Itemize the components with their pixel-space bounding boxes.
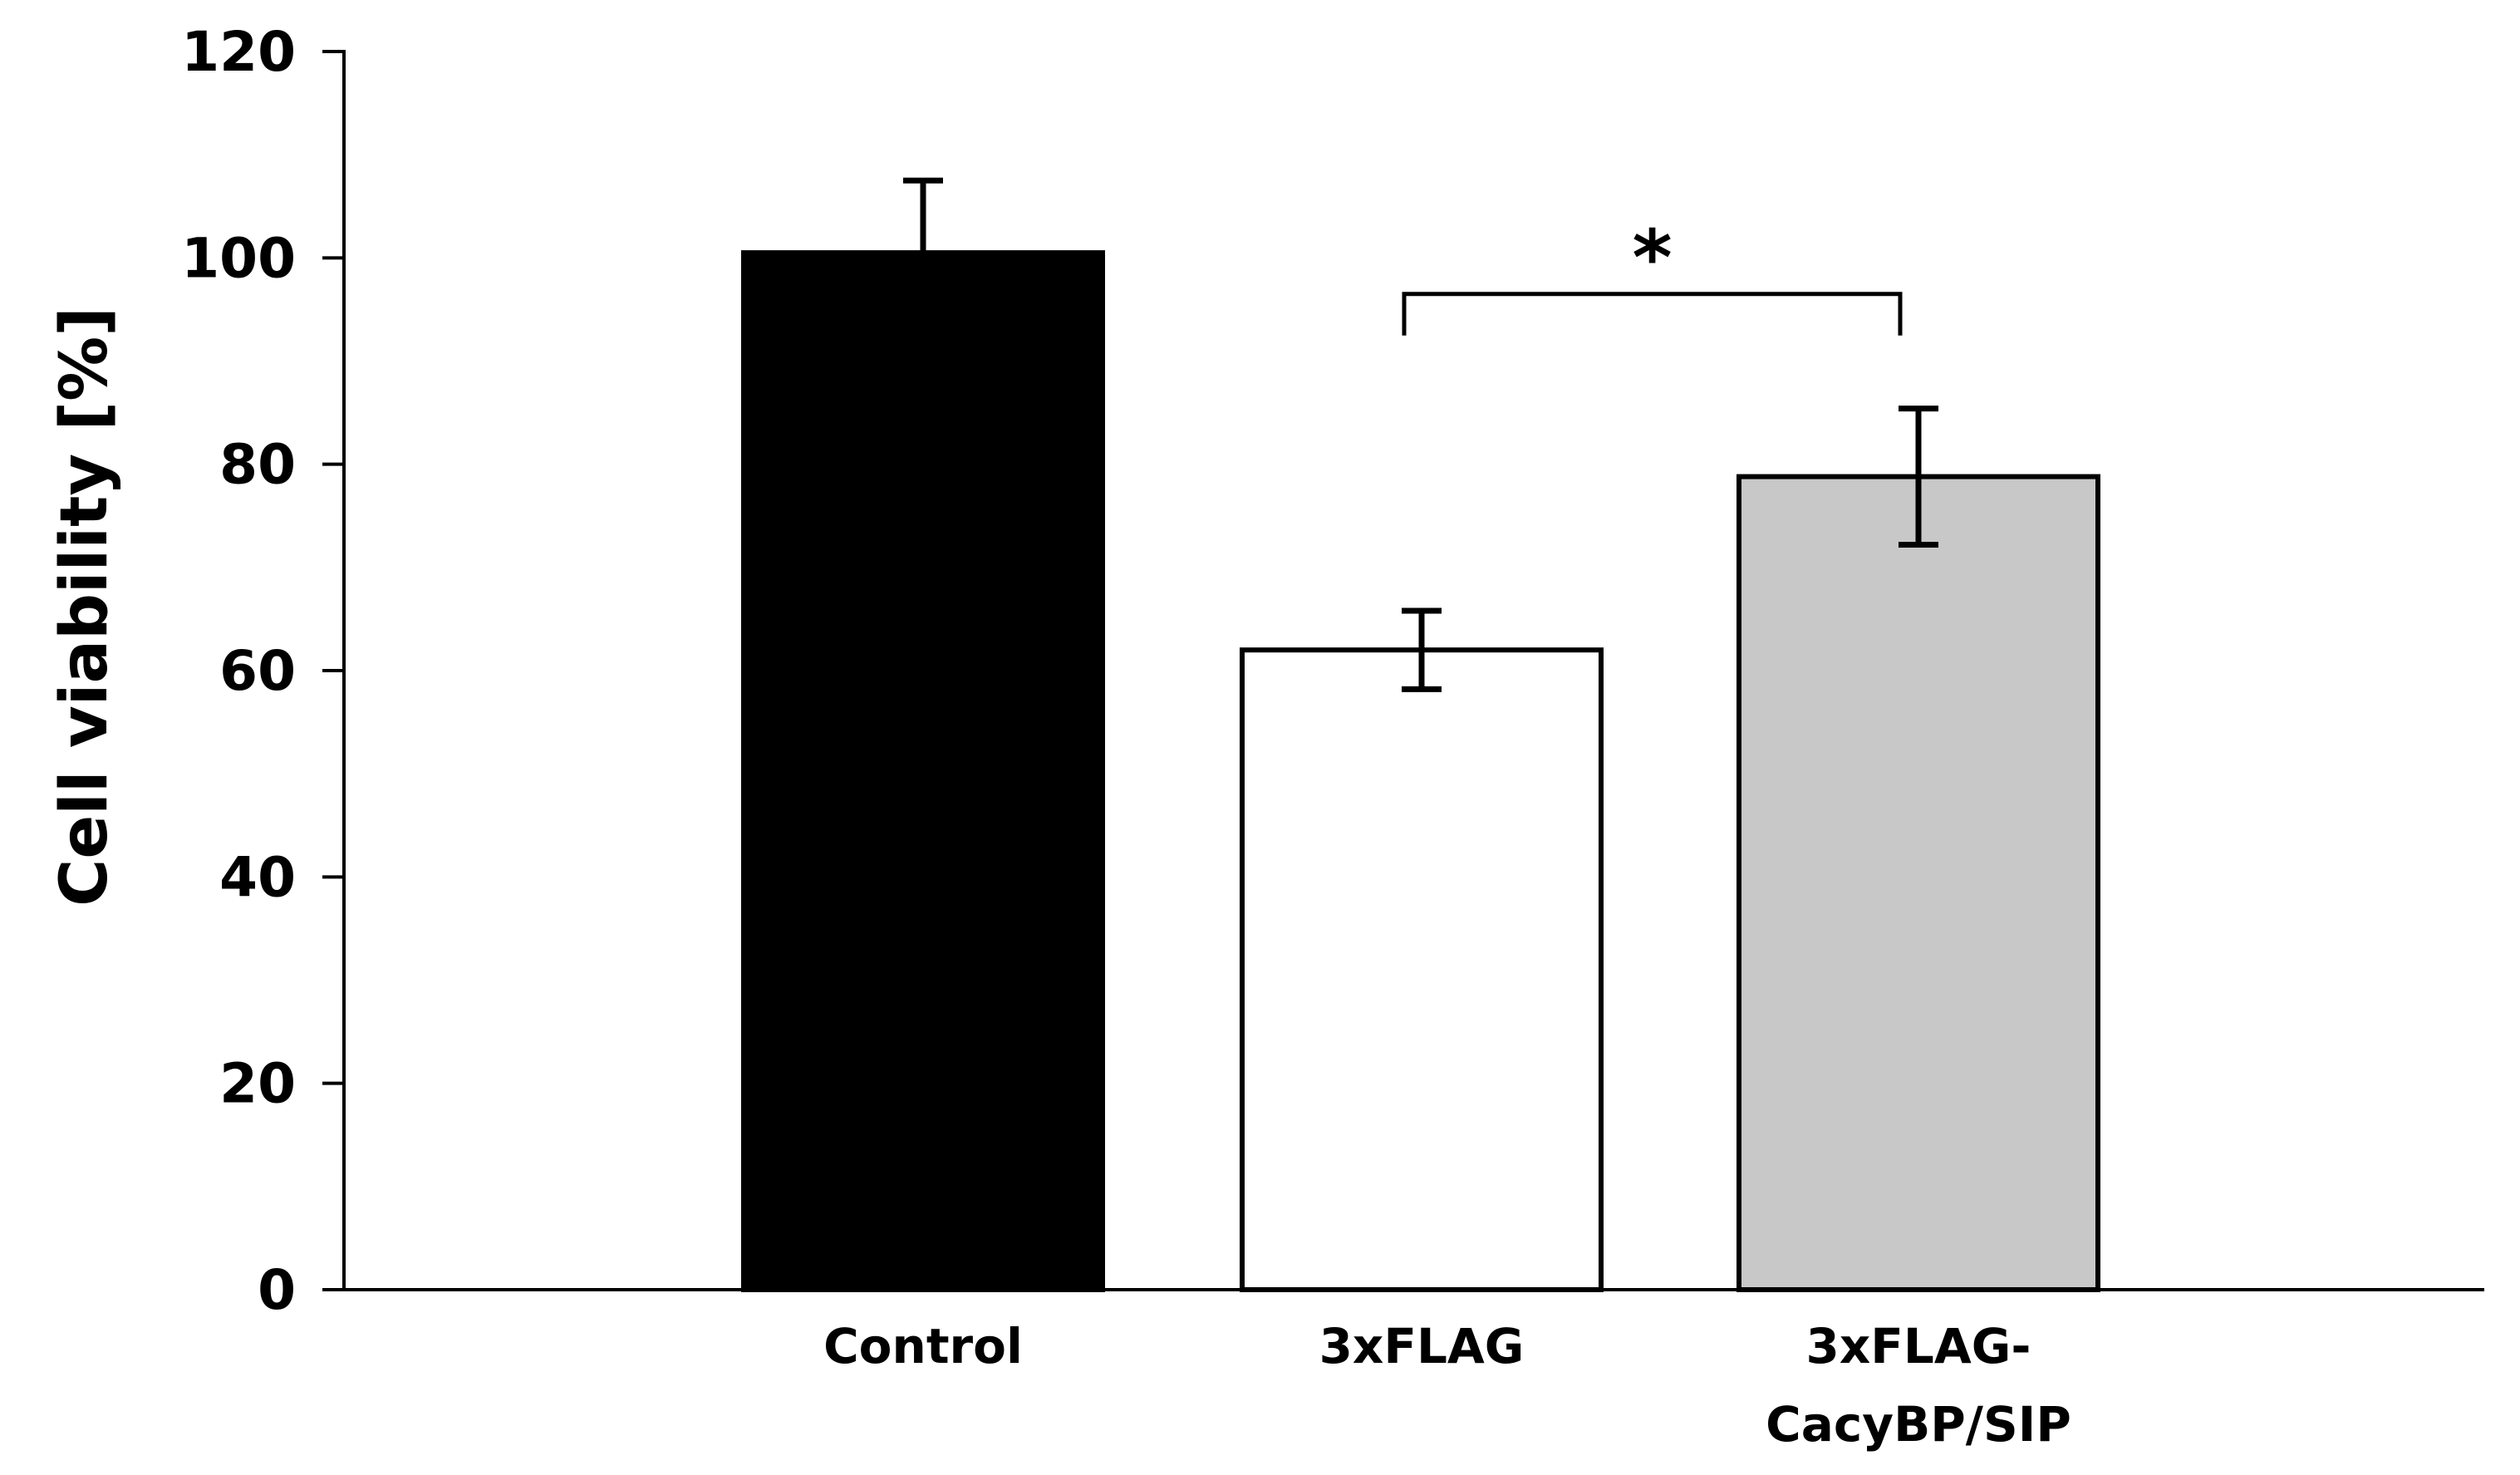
- x-tick-label: 3xFLAG-: [1806, 1318, 2031, 1374]
- bars-group: [741, 250, 2100, 1292]
- significance-group: *: [1402, 214, 1903, 336]
- x-axis-labels: Control 3xFLAG 3xFLAG- CacyBP/SIP: [823, 1318, 2071, 1453]
- y-tick-label: 60: [219, 639, 296, 703]
- y-tick-label: 0: [258, 1258, 296, 1322]
- x-tick-label: CacyBP/SIP: [1766, 1396, 2071, 1453]
- y-tick-label: 40: [219, 845, 296, 909]
- x-tick-label: Control: [823, 1318, 1023, 1374]
- error-bars-group: [903, 177, 1938, 692]
- bar-0: [741, 250, 1105, 1292]
- y-axis-ticks: 0 20 40 60 80 100 120: [181, 20, 344, 1322]
- axes-group: [336, 50, 2484, 1291]
- y-tick-label: 80: [219, 433, 296, 497]
- y-axis-title: Cell viability [%]: [47, 307, 122, 907]
- significance-bracket: [1402, 292, 1903, 336]
- bar-1: [1240, 647, 1604, 1292]
- bar-2: [1736, 474, 2100, 1292]
- y-tick-label: 20: [219, 1052, 296, 1116]
- x-tick-label: 3xFLAG: [1319, 1318, 1525, 1374]
- significance-star: *: [1632, 214, 1672, 302]
- y-tick-label: 100: [181, 226, 296, 290]
- y-tick-label: 120: [181, 20, 296, 84]
